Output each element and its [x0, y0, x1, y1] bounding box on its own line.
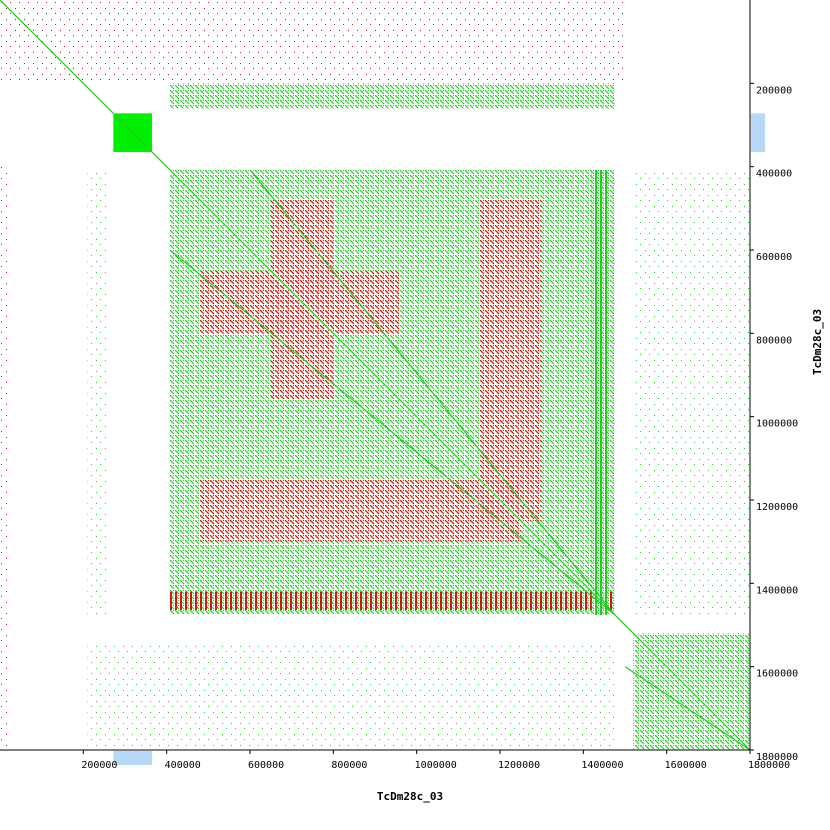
match-region — [633, 170, 750, 615]
match-region — [200, 270, 400, 334]
y-tick-label: 200000 — [756, 85, 792, 96]
x-margin-bar — [113, 751, 153, 765]
y-tick-label: 800000 — [756, 335, 792, 346]
x-tick-label: 200000 — [81, 760, 117, 771]
match-region — [0, 0, 625, 84]
match-region — [0, 166, 9, 750]
diagonal — [169, 249, 616, 616]
match-region — [170, 83, 615, 109]
y-margin-bar — [751, 113, 765, 153]
x-tick-label: 400000 — [165, 760, 201, 771]
y-axis-title: TcDm28c_03 — [811, 309, 824, 375]
match-region — [200, 479, 521, 542]
x-tick-label: 1000000 — [415, 760, 457, 771]
y-tick-label: 1600000 — [756, 669, 798, 680]
y-tick-label: 1200000 — [756, 502, 798, 513]
x-tick-label: 1800000 — [748, 760, 790, 771]
y-tick-label: 400000 — [756, 169, 792, 180]
y-tick-label: 1800000 — [756, 752, 798, 763]
match-region — [87, 170, 109, 615]
match-region — [87, 645, 615, 750]
match-region — [479, 200, 542, 521]
y-tick-label: 1400000 — [756, 585, 798, 596]
x-axis-title: TcDm28c_03 — [377, 790, 443, 803]
x-tick-label: 800000 — [331, 760, 367, 771]
x-tick-label: 1600000 — [665, 760, 707, 771]
diagonal — [0, 0, 751, 751]
plot-area — [0, 0, 751, 751]
diagonal — [624, 666, 751, 751]
y-tick-label: 600000 — [756, 252, 792, 263]
x-tick-label: 1200000 — [498, 760, 540, 771]
match-region — [591, 170, 610, 615]
y-tick-label: 1000000 — [756, 419, 798, 430]
x-tick-label: 600000 — [248, 760, 284, 771]
x-tick-label: 1400000 — [581, 760, 623, 771]
diagonal — [249, 169, 616, 616]
match-region — [170, 591, 615, 610]
